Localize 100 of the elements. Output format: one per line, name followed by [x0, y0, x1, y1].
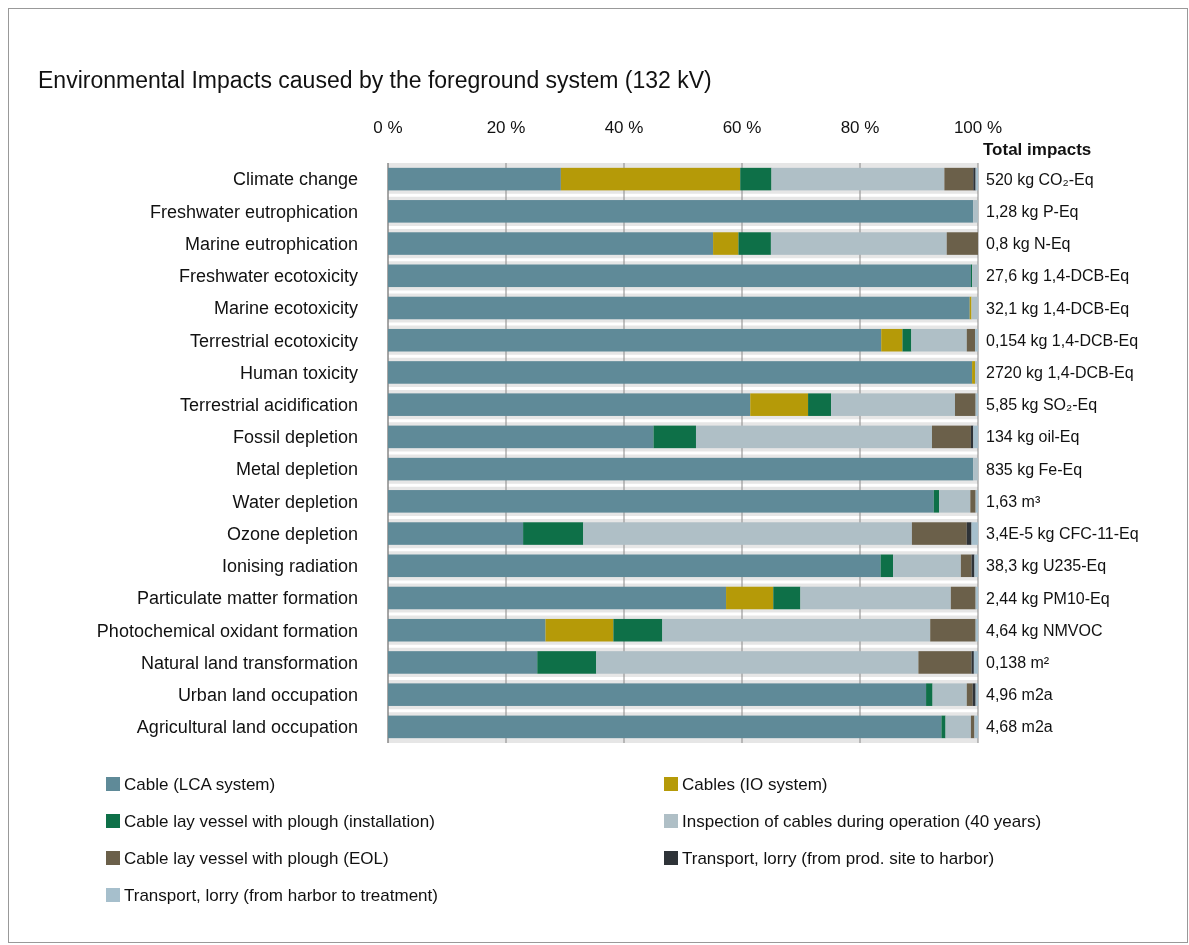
bar	[537, 651, 597, 674]
y-tick-label: Terrestrial acidification	[179, 394, 358, 415]
bar	[974, 715, 978, 739]
bar	[771, 167, 945, 191]
y-tick-label: Climate change	[232, 169, 358, 190]
bar	[388, 490, 934, 513]
bar	[931, 425, 971, 449]
text: 835 kg Fe-Eq	[986, 460, 1083, 478]
bar	[939, 490, 971, 513]
y-tick-label: Marine ecotoxicity	[213, 298, 358, 319]
bar	[740, 167, 772, 191]
legend-label: Inspection of cables during operation (40 years)	[682, 811, 1042, 831]
text: 2720 kg 1,4-DCB-Eq	[986, 364, 1134, 382]
bar	[388, 361, 973, 384]
bar	[388, 167, 561, 191]
y-tick-label: Agricultural land occupation	[136, 717, 358, 738]
x-tick-label: 0 %	[373, 118, 403, 137]
y-tick-label: Photochemical oxidant formation	[96, 620, 358, 641]
bar	[911, 522, 967, 545]
y-tick-label: Terrestrial ecotoxicity	[189, 330, 358, 351]
x-tick-label: 100 %	[953, 118, 1003, 137]
text: 520 kg CO₂-Eq	[986, 170, 1094, 188]
bar	[808, 393, 832, 416]
bar	[560, 167, 741, 191]
bar	[966, 522, 972, 545]
y-tick-label: Human toxicity	[239, 362, 358, 383]
y-tick-label: Ionising radiation	[221, 556, 358, 577]
text: 4,64 kg NMVOC	[986, 621, 1103, 639]
bar	[388, 232, 714, 255]
bar	[966, 683, 973, 706]
bar	[545, 618, 614, 642]
bar	[388, 393, 751, 416]
bar	[911, 328, 967, 352]
text: 1,63 m³	[986, 492, 1041, 510]
text: 32,1 kg 1,4-DCB-Eq	[986, 299, 1130, 317]
bar	[932, 683, 967, 706]
y-tick-label: Ozone depletion	[226, 523, 358, 544]
x-tick-label: 20 %	[486, 118, 526, 137]
text: 4,68 m2a	[986, 718, 1053, 736]
bar	[613, 618, 663, 642]
bar	[523, 522, 584, 545]
bar	[388, 683, 927, 706]
bar	[388, 296, 970, 320]
legend-label: Cable lay vessel with plough (installation)	[124, 811, 435, 831]
bar	[662, 618, 931, 642]
x-tick-label: 60 %	[722, 118, 762, 137]
bar	[930, 618, 976, 642]
bar	[773, 586, 801, 610]
bar	[966, 328, 976, 352]
text: 134 kg oil-Eq	[986, 428, 1080, 446]
bar	[893, 554, 961, 578]
bar	[388, 651, 538, 674]
text: 5,85 kg SO₂-Eq	[986, 396, 1098, 414]
bar	[970, 490, 976, 513]
text: 2,44 kg PM10-Eq	[986, 589, 1110, 607]
legend-label: Cable (LCA system)	[124, 774, 276, 794]
bar	[388, 618, 546, 642]
y-tick-label: Water depletion	[232, 491, 358, 512]
y-tick-label: Natural land transformation	[140, 652, 358, 673]
bar	[388, 554, 881, 578]
x-tick-label: 40 %	[604, 118, 644, 137]
y-tick-label: Urban land occupation	[177, 684, 358, 705]
bar	[726, 586, 774, 610]
text: 0,8 kg N-Eq	[986, 235, 1071, 253]
bar	[800, 586, 951, 610]
legend-label: Cables (IO system)	[682, 774, 828, 794]
bar	[926, 683, 933, 706]
bar	[880, 554, 894, 578]
bar	[738, 232, 771, 255]
text: 38,3 kg U235-Eq	[986, 557, 1107, 575]
bar	[653, 425, 696, 449]
bar	[972, 264, 978, 288]
bar	[933, 490, 940, 513]
bar	[388, 328, 882, 352]
y-tick-label: Fossil depletion	[232, 427, 358, 448]
x-tick-label: 80 %	[840, 118, 880, 137]
bar	[946, 232, 978, 255]
bar	[973, 200, 978, 223]
legend-label: Transport, lorry (from harbor to treatment)	[124, 885, 438, 905]
bar	[902, 328, 912, 352]
text: 3,4E-5 kg CFC-11-Eq	[986, 525, 1139, 543]
bar	[831, 393, 955, 416]
bar	[975, 328, 978, 352]
bar	[388, 715, 942, 739]
chart-title: Environmental Impacts caused by the foreground system (132 kV)	[38, 67, 712, 93]
bar	[973, 425, 978, 449]
text: 4,96 m2a	[986, 686, 1053, 704]
bar	[583, 522, 912, 545]
y-tick-label: Metal depletion	[235, 459, 358, 480]
text: 0,154 kg 1,4-DCB-Eq	[986, 331, 1139, 349]
bar	[388, 425, 654, 449]
bar	[973, 651, 978, 674]
bar	[971, 296, 978, 320]
legend-label: Transport, lorry (from prod. site to harbor)	[682, 848, 995, 868]
legend-label: Cable lay vessel with plough (EOL)	[124, 848, 389, 868]
bar	[918, 651, 972, 674]
bar	[695, 425, 932, 449]
bar	[881, 328, 903, 352]
bar	[713, 232, 739, 255]
bar	[596, 651, 919, 674]
